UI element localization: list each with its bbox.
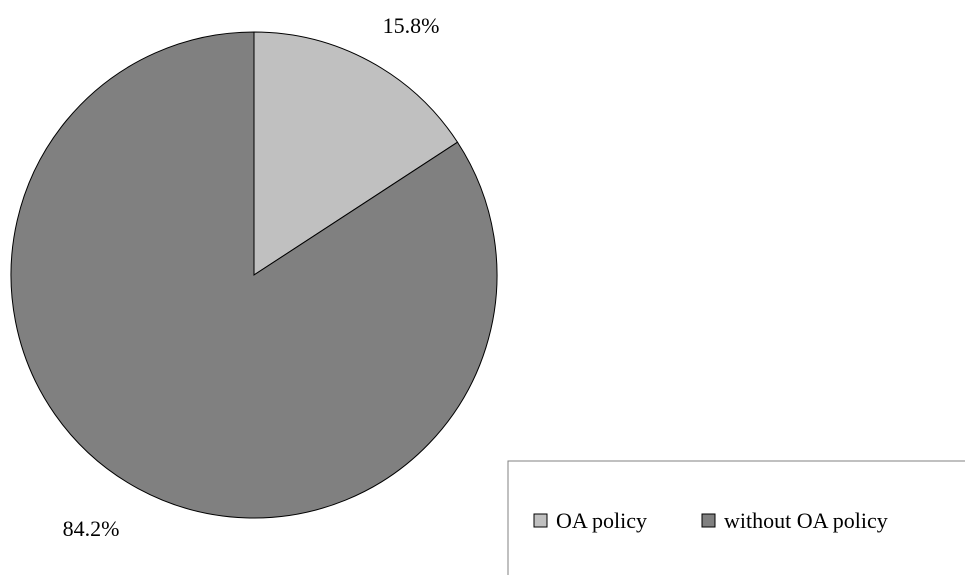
- legend-label-oa-policy: OA policy: [556, 508, 647, 533]
- pie-slice-without-oa-policy: [10, 31, 498, 519]
- legend-box: [507, 460, 965, 575]
- data-label-without-oa-policy: 84.2%: [63, 516, 120, 541]
- pie-slice-oa-policy: [253, 31, 459, 276]
- legend-swatch-without-oa-policy: [701, 513, 716, 528]
- legend-label-without-oa-policy: without OA policy: [724, 508, 888, 533]
- legend-swatch-oa-policy: [533, 513, 548, 528]
- pie-slices: [10, 31, 498, 519]
- legend: OA policy without OA policy: [507, 460, 965, 575]
- data-label-oa-policy: 15.8%: [383, 13, 440, 38]
